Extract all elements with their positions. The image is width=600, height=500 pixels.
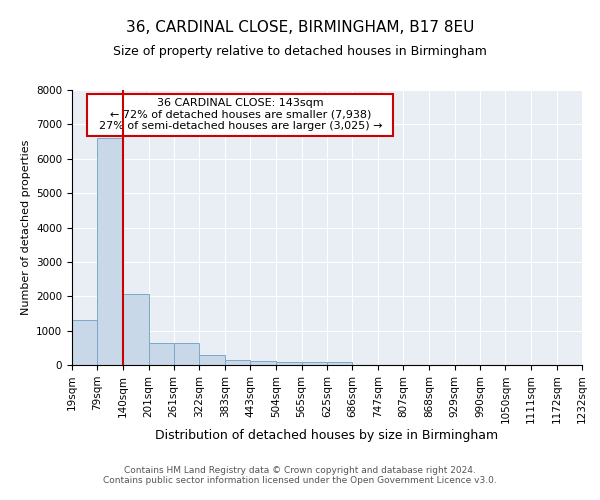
Bar — [276, 362, 302, 365]
Text: 36 CARDINAL CLOSE: 143sqm  
  ← 72% of detached houses are smaller (7,938)  
  2: 36 CARDINAL CLOSE: 143sqm ← 72% of detac… — [92, 98, 389, 132]
X-axis label: Distribution of detached houses by size in Birmingham: Distribution of detached houses by size … — [155, 429, 499, 442]
Bar — [123, 294, 149, 365]
Bar — [225, 360, 250, 365]
Bar — [174, 343, 199, 365]
Bar — [199, 354, 225, 365]
Bar — [72, 320, 97, 365]
Bar — [250, 361, 276, 365]
Text: Contains HM Land Registry data © Crown copyright and database right 2024.
Contai: Contains HM Land Registry data © Crown c… — [103, 466, 497, 485]
Bar — [327, 362, 352, 365]
Y-axis label: Number of detached properties: Number of detached properties — [20, 140, 31, 315]
Text: Size of property relative to detached houses in Birmingham: Size of property relative to detached ho… — [113, 45, 487, 58]
Bar — [149, 343, 174, 365]
Text: 36, CARDINAL CLOSE, BIRMINGHAM, B17 8EU: 36, CARDINAL CLOSE, BIRMINGHAM, B17 8EU — [126, 20, 474, 35]
Bar — [97, 138, 123, 365]
Bar — [302, 362, 327, 365]
